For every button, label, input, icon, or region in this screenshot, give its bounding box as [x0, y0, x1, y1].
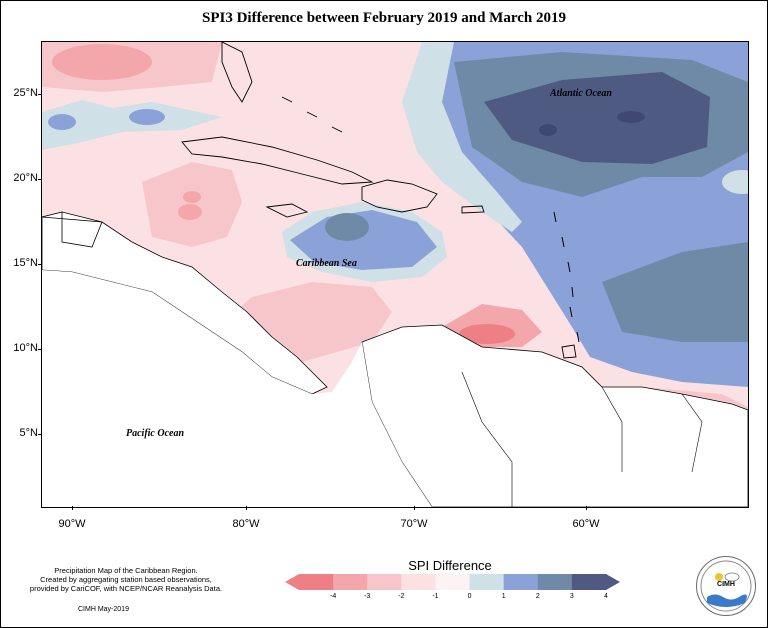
logo-graphic — [700, 560, 752, 612]
sun-icon — [715, 573, 723, 581]
y-tick-label: 5°N — [19, 427, 38, 439]
y-tick-label: 25°N — [13, 87, 38, 99]
y-tick-mark — [38, 349, 42, 350]
legend-tick-label: -4 — [329, 593, 337, 600]
east-light-patch — [722, 170, 748, 194]
pacific-ocean-label: Pacific Ocean — [126, 428, 185, 439]
x-tick-label: 60°W — [572, 518, 600, 530]
legend-swatch — [435, 574, 471, 590]
jamaica-outline — [265, 203, 309, 218]
bahamas-outline — [281, 96, 343, 133]
legend-swatch — [299, 574, 334, 590]
atlantic-light-band — [402, 42, 522, 232]
x-tick-label: 80°W — [232, 518, 260, 530]
legend-title: SPI Difference — [408, 558, 492, 573]
mexico-land — [42, 211, 103, 248]
x-tick-mark — [246, 506, 247, 510]
y-tick-mark — [38, 179, 42, 180]
atlantic-dark-field — [484, 72, 710, 164]
legend-swatch — [503, 574, 539, 590]
legend-tick-label: -3 — [364, 593, 371, 600]
footer-note-line: provided by CariCOF, with NCEP/NCAR Rean… — [29, 584, 223, 593]
lesser-antilles-outline — [553, 211, 580, 343]
caribbean-sea-label: Caribbean Sea — [296, 258, 357, 269]
legend-arrow-right — [606, 574, 620, 590]
legend-swatch — [401, 574, 436, 590]
bahamas-light-field — [42, 100, 222, 150]
y-tick-mark — [38, 94, 42, 95]
spi-map — [42, 42, 748, 507]
atlantic-ocean-label: Atlantic Ocean — [550, 88, 612, 99]
legend-swatch — [469, 574, 505, 590]
legend-tick-label: -1 — [432, 593, 439, 600]
legend-swatch — [537, 574, 573, 590]
pacific-area — [42, 270, 432, 507]
wave-icon — [707, 594, 747, 607]
atlantic-core-2 — [617, 111, 645, 123]
color-legend: -4 -3 -2 -1 0 1 2 3 4 — [285, 573, 620, 613]
credit-text: CIMH May-2019 — [78, 606, 129, 613]
east-mid-field — [602, 242, 748, 342]
legend-swatch — [333, 574, 368, 590]
gulf-pink-core — [52, 44, 152, 80]
legend-swatch — [571, 574, 607, 590]
cimh-logo: CIMH — [696, 556, 756, 616]
sa-borders — [461, 371, 703, 507]
y-tick-label: 20°N — [13, 172, 38, 184]
florida-outline — [221, 42, 253, 103]
footer-note-line: Precipitation Map of the Caribbean Regio… — [54, 566, 198, 575]
caribbean-mid-patch — [325, 213, 369, 241]
honduras-pink-core — [183, 191, 201, 203]
venezuela-pink-core — [459, 324, 515, 344]
x-tick-label: 90°W — [58, 518, 86, 530]
puerto-rico-outline — [461, 205, 485, 214]
y-tick-mark — [38, 264, 42, 265]
footer-note-line: Created by aggregating station based obs… — [40, 575, 212, 584]
yucatan-pink-core — [178, 204, 202, 220]
legend-bar — [285, 574, 620, 590]
atlantic-core-1 — [539, 124, 557, 136]
x-tick-mark — [586, 506, 587, 510]
legend-tick-label: 4 — [604, 593, 608, 600]
legend-arrow-left — [285, 574, 299, 590]
bahamas-blue-patch — [129, 109, 165, 125]
legend-tick-label: 2 — [535, 593, 540, 600]
logo-text: CIMH — [717, 581, 735, 588]
y-tick-label: 10°N — [13, 342, 38, 354]
legend-tick-label: 0 — [467, 593, 472, 600]
trinidad-outline — [561, 344, 577, 359]
map-title: SPI3 Difference between February 2019 an… — [202, 10, 566, 26]
y-tick-mark — [38, 434, 42, 435]
x-tick-label: 70°W — [400, 518, 428, 530]
legend-tick-label: 3 — [569, 593, 574, 600]
logo-ring — [700, 560, 752, 612]
map-panel: Atlantic Ocean Caribbean Sea Pacific Oce… — [41, 41, 749, 508]
y-tick-label: 15°N — [13, 257, 38, 269]
legend-swatch — [367, 574, 402, 590]
hispaniola-outline — [361, 179, 438, 213]
cuba-outline — [181, 136, 374, 185]
legend-tick-label: 1 — [501, 593, 506, 600]
x-tick-mark — [72, 506, 73, 510]
gulf-blue-patch — [48, 114, 76, 130]
x-tick-mark — [414, 506, 415, 510]
legend-tick-label: -2 — [398, 593, 405, 600]
cloud-icon — [724, 572, 740, 582]
